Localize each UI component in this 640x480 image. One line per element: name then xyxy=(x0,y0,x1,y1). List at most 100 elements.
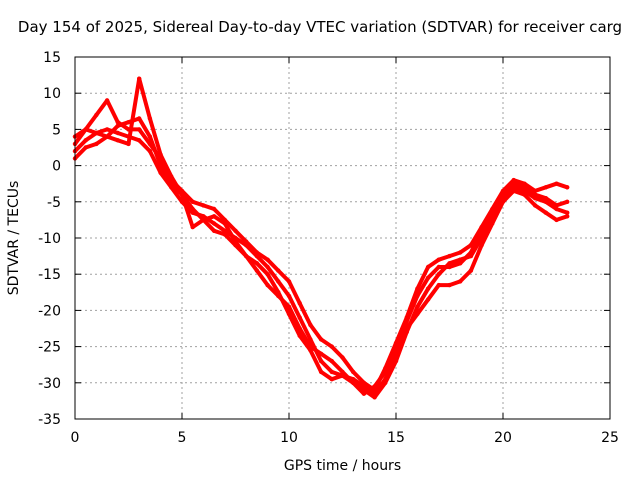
data-point xyxy=(522,181,527,186)
x-tick-label: 10 xyxy=(280,430,298,446)
data-point xyxy=(318,337,324,342)
data-point xyxy=(318,351,324,356)
data-point xyxy=(565,210,570,215)
x-tick-label: 5 xyxy=(178,430,187,446)
data-point xyxy=(297,301,302,306)
data-point xyxy=(211,228,217,233)
data-point xyxy=(372,395,377,400)
x-axis-label: GPS time / hours xyxy=(284,458,401,474)
data-point xyxy=(254,268,260,273)
data-point xyxy=(126,141,131,147)
data-point xyxy=(500,192,506,197)
axis-ticks: 0 5 10 15 20 25 15 10 5 0 -5 -10 -15 -20 -25 -30 -35 xyxy=(38,50,619,446)
data-point xyxy=(222,232,227,237)
x-tick-label: 25 xyxy=(601,430,619,446)
data-point xyxy=(211,221,217,226)
data-point xyxy=(532,203,538,208)
data-point xyxy=(265,272,270,277)
data-point xyxy=(104,98,110,103)
y-tick-label: 5 xyxy=(52,122,61,138)
y-tick-label: 0 xyxy=(52,159,61,175)
data-point xyxy=(190,199,195,204)
data-point xyxy=(436,282,441,288)
data-point xyxy=(147,141,153,147)
y-tick-label: -15 xyxy=(38,267,61,283)
data-point xyxy=(276,279,281,284)
y-tick-label: -10 xyxy=(38,231,61,247)
grid-lines xyxy=(75,57,610,419)
data-point xyxy=(222,221,227,226)
data-point xyxy=(383,377,388,382)
data-point xyxy=(479,228,484,233)
data-point xyxy=(554,206,559,212)
data-point xyxy=(351,369,356,375)
data-point xyxy=(361,391,367,396)
data-point xyxy=(158,170,163,175)
data-point xyxy=(308,337,313,342)
data-point xyxy=(83,145,88,150)
data-point xyxy=(436,272,441,277)
data-point xyxy=(286,304,292,309)
data-point xyxy=(94,112,99,118)
data-point xyxy=(126,120,131,125)
data-point xyxy=(543,196,548,201)
data-point xyxy=(137,127,142,132)
data-point xyxy=(468,250,474,255)
data-point xyxy=(458,279,463,284)
data-point xyxy=(340,369,345,375)
data-point xyxy=(308,344,313,349)
data-point xyxy=(436,264,441,270)
data-point xyxy=(201,217,206,223)
data-point xyxy=(329,358,334,364)
x-tick-label: 15 xyxy=(387,430,405,446)
data-point xyxy=(458,250,463,255)
data-point xyxy=(276,293,281,299)
x-tick-label: 20 xyxy=(494,430,512,446)
data-point xyxy=(265,257,270,262)
data-point xyxy=(137,138,142,143)
data-point xyxy=(361,380,367,385)
data-point xyxy=(115,120,121,125)
data-point xyxy=(532,196,538,201)
data-point xyxy=(404,319,409,324)
y-tick-label: 10 xyxy=(43,86,61,102)
data-point xyxy=(83,127,88,132)
data-point xyxy=(415,286,420,291)
data-point xyxy=(511,181,516,186)
data-point xyxy=(169,174,174,179)
data-point xyxy=(233,228,238,233)
data-point xyxy=(286,293,292,299)
data-point xyxy=(554,217,559,223)
data-point xyxy=(383,369,388,375)
data-point xyxy=(511,188,516,194)
data-point xyxy=(147,116,153,121)
data-point xyxy=(372,384,377,389)
data-point xyxy=(158,152,163,157)
data-point xyxy=(276,268,281,273)
data-point xyxy=(233,239,238,244)
data-point xyxy=(468,268,474,273)
data-point xyxy=(340,355,345,360)
chart-title: Day 154 of 2025, Sidereal Day-to-day VTE… xyxy=(17,18,623,36)
data-point xyxy=(244,239,249,244)
data-point xyxy=(190,224,195,230)
data-point xyxy=(329,369,334,375)
data-point xyxy=(554,203,559,208)
data-point xyxy=(318,369,324,375)
data-point xyxy=(522,192,527,197)
data-point xyxy=(415,304,420,309)
data-point xyxy=(415,293,420,299)
data-point xyxy=(115,130,121,136)
data-point xyxy=(137,116,142,121)
data-point xyxy=(329,344,334,349)
data-point xyxy=(554,181,559,186)
data-point xyxy=(211,206,217,212)
y-tick-label: -25 xyxy=(38,340,61,356)
data-point xyxy=(436,257,441,262)
y-tick-label: -20 xyxy=(38,303,61,319)
data-point xyxy=(447,282,452,288)
data-point xyxy=(104,134,110,139)
data-point xyxy=(425,264,431,270)
series-layer xyxy=(72,76,570,400)
